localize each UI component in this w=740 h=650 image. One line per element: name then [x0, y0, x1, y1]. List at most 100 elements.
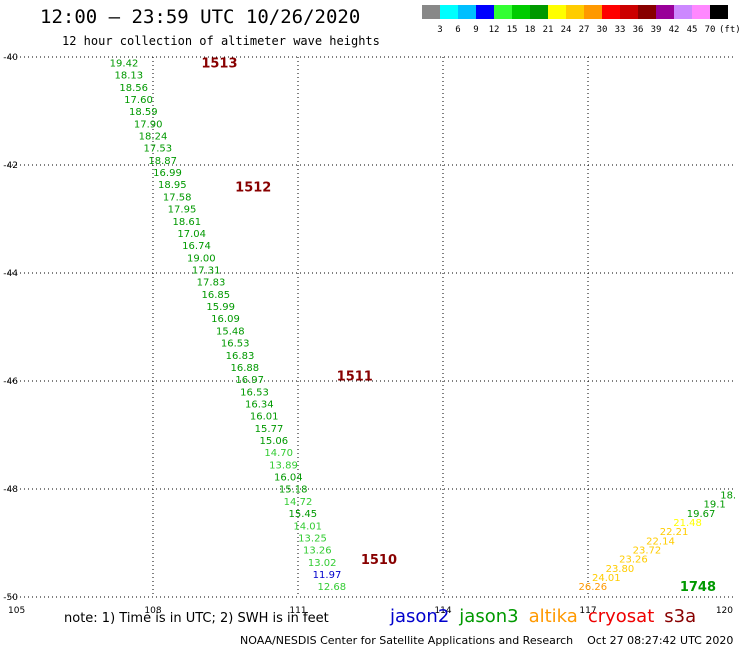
color-swatch: [440, 5, 458, 19]
y-tick-label: -46: [3, 377, 18, 387]
wave-height-point: 16.97: [235, 375, 264, 386]
legend-entry-jason3: jason3: [459, 606, 519, 627]
color-swatch: [494, 5, 512, 19]
color-swatch: [656, 5, 674, 19]
color-swatch: [476, 5, 494, 19]
color-swatch: [710, 5, 728, 19]
color-scale-label: 42: [668, 25, 680, 35]
color-swatch: [674, 5, 692, 19]
satellite-legend: jason2 jason3 altika cryosat s3a: [390, 606, 706, 627]
wave-height-point: 18.61: [173, 217, 202, 228]
time-label: 1510: [361, 553, 397, 568]
legend-entry-cryosat: cryosat: [587, 606, 655, 627]
footer-credit: NOAA/NESDIS Center for Satellite Applica…: [240, 634, 734, 647]
wave-height-point: 17.95: [168, 205, 197, 216]
wave-height-point: 22.21: [660, 527, 689, 538]
color-swatch: [530, 5, 548, 19]
legend-entry-altika: altika: [528, 606, 578, 627]
color-swatch: [458, 5, 476, 19]
color-swatch: [638, 5, 656, 19]
y-tick-label: -42: [3, 161, 18, 171]
wave-height-point: 19.67: [687, 509, 716, 520]
wave-height-point: 15.45: [289, 509, 318, 520]
chart-subtitle: 12 hour collection of altimeter wave hei…: [62, 34, 380, 48]
color-scale-label: 70: [704, 25, 716, 35]
color-scale-label: 24: [560, 25, 572, 35]
wave-height-point: 26.26: [579, 582, 608, 593]
wave-height-point: 23.72: [633, 545, 662, 556]
y-tick-label: -44: [3, 269, 18, 279]
color-scale-label: 21: [542, 25, 554, 35]
wave-height-point: 18.13: [115, 71, 144, 82]
chart-title: 12:00 – 23:59 UTC 10/26/2020: [40, 6, 361, 28]
wave-height-point: 17.58: [163, 192, 192, 203]
wave-height-point: 16.53: [240, 387, 269, 398]
time-label: 1513: [201, 56, 237, 71]
wave-height-point: 19.42: [110, 58, 139, 69]
x-tick-label: 117: [579, 606, 596, 616]
wave-height-point: 14.70: [264, 448, 293, 459]
wave-height-point: 16.01: [250, 412, 279, 423]
legend-entry-jason2: jason2: [390, 606, 450, 627]
wave-height-point: 14.01: [293, 521, 322, 532]
wave-height-point: 15.18: [279, 485, 308, 496]
wave-height-point: 15.06: [260, 436, 289, 447]
y-tick-label: -50: [3, 593, 18, 603]
time-label: 1511: [337, 370, 373, 385]
wave-height-point: 16.99: [153, 168, 182, 179]
wave-height-point: 23.26: [619, 555, 648, 566]
wave-height-point: 16.04: [274, 473, 303, 484]
color-scale-label: 39: [650, 25, 662, 35]
color-swatch: [566, 5, 584, 19]
y-tick-label: -40: [3, 53, 18, 63]
color-scale-label: 45: [686, 25, 698, 35]
time-label: 1512: [235, 181, 271, 196]
wave-height-point: 16.74: [182, 241, 211, 252]
color-scale-label: 6: [455, 25, 461, 35]
wave-height-point: 12.68: [318, 582, 347, 593]
color-swatch: [422, 5, 440, 19]
x-tick-label: 120: [716, 606, 733, 616]
color-scale-label: 27: [578, 25, 590, 35]
wave-height-point: 17.60: [124, 95, 153, 106]
wave-height-point: 16.53: [221, 339, 250, 350]
wave-height-point: 17.83: [197, 278, 226, 289]
color-scale-label: 36: [632, 25, 644, 35]
legend-entry-s3a: s3a: [664, 606, 697, 627]
color-swatch: [620, 5, 638, 19]
wave-height-point: 17.04: [177, 229, 206, 240]
color-scale-label: 30: [596, 25, 608, 35]
color-scale-label: 18: [524, 25, 536, 35]
wave-height-point: 18.56: [119, 83, 148, 94]
color-scale-label: (ft): [719, 25, 740, 35]
wave-height-point: 21.48: [673, 518, 702, 529]
wave-height-point: 13.89: [269, 460, 298, 471]
wave-height-point: 11.97: [313, 570, 342, 581]
color-swatch: [512, 5, 530, 19]
wave-height-point: 22.14: [646, 536, 675, 547]
x-tick-label: 108: [144, 606, 161, 616]
color-swatch: [584, 5, 602, 19]
note-text: note: 1) Time is in UTC; 2) SWH is in fe…: [64, 611, 329, 626]
color-scale-label: 33: [614, 25, 626, 35]
wave-height-point: 19.00: [187, 253, 216, 264]
wave-height-point: 13.26: [303, 546, 332, 557]
wave-height-point: 18.87: [148, 156, 177, 167]
wave-height-point: 16.83: [226, 351, 255, 362]
wave-height-point: 16.85: [202, 290, 231, 301]
wave-height-point: 18.95: [158, 180, 187, 191]
wave-height-point: 13.25: [298, 533, 327, 544]
wave-height-point: 18.24: [139, 131, 168, 142]
wave-height-point: 18.: [720, 490, 736, 501]
wave-height-point: 24.01: [592, 573, 621, 584]
wave-height-point: 17.90: [134, 119, 163, 130]
wave-height-point: 16.34: [245, 399, 274, 410]
wave-height-point: 17.53: [144, 144, 173, 155]
wave-height-point: 17.31: [192, 265, 221, 276]
wave-height-point: 13.02: [308, 558, 337, 569]
wave-height-point: 23.80: [606, 564, 635, 575]
color-scale-label: 15: [506, 25, 518, 35]
wave-height-point: 15.77: [255, 424, 284, 435]
x-tick-label: 105: [8, 606, 25, 616]
